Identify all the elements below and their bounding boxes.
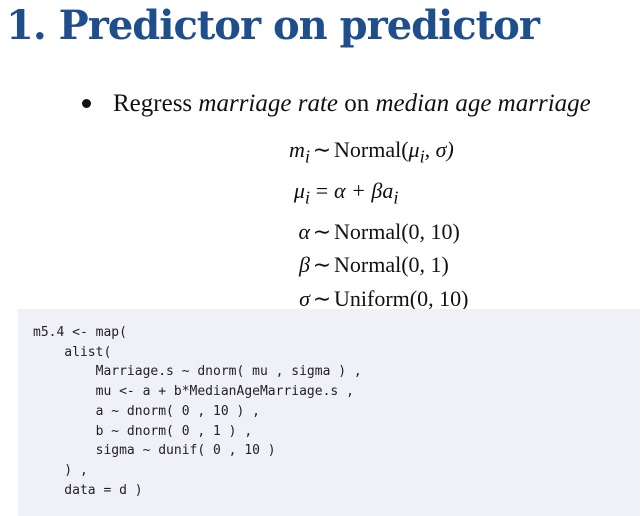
eq-rhs: Normal(0, 1) <box>334 252 449 278</box>
eq-rhs: Uniform(0, 10) <box>334 285 469 311</box>
bullet-dot-icon <box>82 98 91 108</box>
equation-alpha-prior: α ∼ Normal(0, 10) <box>274 215 468 249</box>
eq-op: ∼ <box>312 137 332 162</box>
eq-rhs: Normal( <box>334 137 409 162</box>
eq-lhs: β <box>299 252 310 278</box>
eq-lhs: μ <box>293 177 305 203</box>
eq-op: ∼ <box>312 218 332 244</box>
code-block: m5.4 <- map( alist( Marriage.s ~ dnorm( … <box>18 309 640 516</box>
bullet-item: Regress marriage rate on median age marr… <box>82 88 591 120</box>
eq-lhs-sub: i <box>304 146 310 167</box>
bullet-var-marriage-rate: marriage rate <box>198 90 338 117</box>
bullet-text-prefix: Regress <box>113 90 199 117</box>
eq-lhs: m <box>289 137 305 162</box>
eq-rhs-sub: i <box>419 146 425 167</box>
eq-rhs-post: , σ) <box>424 137 454 162</box>
slide-title: 1. Predictor on predictor <box>6 2 540 49</box>
bullet-text-middle: on <box>337 90 376 117</box>
eq-op: = <box>315 177 329 203</box>
eq-rhs: α + β <box>334 177 383 203</box>
eq-rhs: Normal(0, 10) <box>334 218 460 244</box>
eq-op: ∼ <box>312 252 332 278</box>
eq-rhs-var: a <box>382 177 394 203</box>
model-equations: mi ∼ Normal(μi, σ) μi = α + βai α ∼ Norm… <box>274 133 468 315</box>
eq-lhs-sub: i <box>304 187 310 208</box>
eq-rhs-sub: i <box>393 187 399 208</box>
bullet-var-median-age: median age marriage <box>375 90 591 117</box>
equation-likelihood: mi ∼ Normal(μi, σ) <box>274 133 468 174</box>
eq-lhs: σ <box>299 285 310 311</box>
eq-lhs: α <box>298 218 310 244</box>
equation-beta-prior: β ∼ Normal(0, 1) <box>274 248 468 282</box>
code-text: m5.4 <- map( alist( Marriage.s ~ dnorm( … <box>33 325 362 498</box>
equation-sigma-prior: σ ∼ Uniform(0, 10) <box>274 282 468 316</box>
equation-linear-model: μi = α + βai <box>274 174 468 215</box>
eq-rhs-var: μ <box>408 137 420 162</box>
eq-op: ∼ <box>312 285 332 311</box>
